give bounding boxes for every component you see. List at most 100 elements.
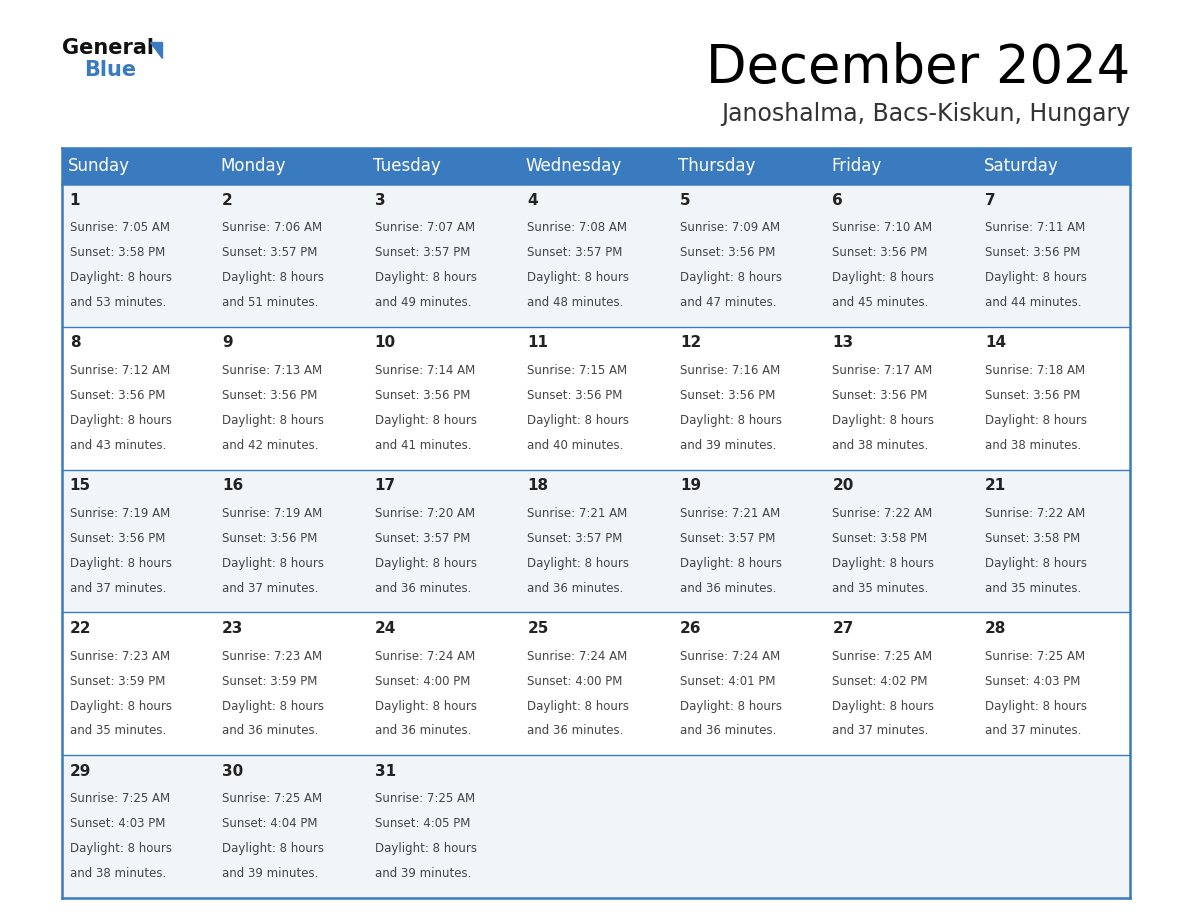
Text: Daylight: 8 hours: Daylight: 8 hours: [70, 271, 171, 284]
Text: 7: 7: [985, 193, 996, 207]
Text: Sunrise: 7:22 AM: Sunrise: 7:22 AM: [985, 507, 1086, 520]
Text: 24: 24: [374, 621, 396, 636]
Text: and 39 minutes.: and 39 minutes.: [222, 868, 318, 880]
Text: 19: 19: [680, 478, 701, 493]
Text: Daylight: 8 hours: Daylight: 8 hours: [527, 700, 630, 712]
Text: and 36 minutes.: and 36 minutes.: [374, 582, 472, 595]
Text: 17: 17: [374, 478, 396, 493]
Text: Daylight: 8 hours: Daylight: 8 hours: [527, 271, 630, 284]
Text: 11: 11: [527, 335, 549, 351]
Text: Daylight: 8 hours: Daylight: 8 hours: [833, 556, 935, 570]
Bar: [62, 756, 1130, 898]
Text: Sunrise: 7:24 AM: Sunrise: 7:24 AM: [527, 650, 627, 663]
Text: Janoshalma, Bacs-Kiskun, Hungary: Janoshalma, Bacs-Kiskun, Hungary: [721, 102, 1130, 126]
Text: Daylight: 8 hours: Daylight: 8 hours: [985, 556, 1087, 570]
Text: Sunset: 3:56 PM: Sunset: 3:56 PM: [833, 389, 928, 402]
Text: 23: 23: [222, 621, 244, 636]
Text: Sunset: 3:57 PM: Sunset: 3:57 PM: [680, 532, 776, 544]
Text: Sunrise: 7:13 AM: Sunrise: 7:13 AM: [222, 364, 322, 377]
Text: Sunset: 3:58 PM: Sunset: 3:58 PM: [985, 532, 1080, 544]
Text: Daylight: 8 hours: Daylight: 8 hours: [680, 556, 782, 570]
Text: Sunrise: 7:17 AM: Sunrise: 7:17 AM: [833, 364, 933, 377]
Text: Sunset: 4:03 PM: Sunset: 4:03 PM: [70, 817, 165, 830]
Text: and 41 minutes.: and 41 minutes.: [374, 439, 472, 452]
Text: and 37 minutes.: and 37 minutes.: [833, 724, 929, 737]
Bar: [62, 612, 1130, 756]
Text: Sunset: 3:56 PM: Sunset: 3:56 PM: [222, 389, 317, 402]
Text: 4: 4: [527, 193, 538, 207]
Text: Daylight: 8 hours: Daylight: 8 hours: [680, 414, 782, 427]
Text: and 37 minutes.: and 37 minutes.: [222, 582, 318, 595]
Text: 26: 26: [680, 621, 701, 636]
Text: Sunset: 3:57 PM: Sunset: 3:57 PM: [374, 532, 470, 544]
Text: and 38 minutes.: and 38 minutes.: [833, 439, 929, 452]
Text: and 39 minutes.: and 39 minutes.: [680, 439, 776, 452]
Text: and 47 minutes.: and 47 minutes.: [680, 297, 777, 309]
Text: Sunset: 3:58 PM: Sunset: 3:58 PM: [70, 246, 165, 259]
Text: and 35 minutes.: and 35 minutes.: [70, 724, 166, 737]
Text: December 2024: December 2024: [706, 42, 1130, 94]
Text: Sunrise: 7:21 AM: Sunrise: 7:21 AM: [527, 507, 627, 520]
Text: Sunrise: 7:09 AM: Sunrise: 7:09 AM: [680, 221, 781, 234]
Text: Sunset: 3:56 PM: Sunset: 3:56 PM: [680, 246, 776, 259]
Text: Daylight: 8 hours: Daylight: 8 hours: [70, 700, 171, 712]
Text: Sunrise: 7:11 AM: Sunrise: 7:11 AM: [985, 221, 1086, 234]
Text: and 40 minutes.: and 40 minutes.: [527, 439, 624, 452]
Text: Sunset: 4:05 PM: Sunset: 4:05 PM: [374, 817, 470, 830]
Text: 2: 2: [222, 193, 233, 207]
Text: 15: 15: [70, 478, 90, 493]
Text: and 44 minutes.: and 44 minutes.: [985, 297, 1081, 309]
Text: Sunset: 3:56 PM: Sunset: 3:56 PM: [70, 532, 165, 544]
Text: Sunset: 3:56 PM: Sunset: 3:56 PM: [680, 389, 776, 402]
Text: Sunrise: 7:25 AM: Sunrise: 7:25 AM: [374, 792, 475, 805]
Text: Sunset: 3:56 PM: Sunset: 3:56 PM: [374, 389, 470, 402]
Text: 31: 31: [374, 764, 396, 778]
Text: and 42 minutes.: and 42 minutes.: [222, 439, 318, 452]
Text: Sunrise: 7:18 AM: Sunrise: 7:18 AM: [985, 364, 1085, 377]
Bar: [62, 148, 1130, 184]
Text: Daylight: 8 hours: Daylight: 8 hours: [222, 700, 324, 712]
Text: Friday: Friday: [830, 157, 881, 175]
Text: Sunset: 3:56 PM: Sunset: 3:56 PM: [527, 389, 623, 402]
Text: Thursday: Thursday: [678, 157, 756, 175]
Text: Daylight: 8 hours: Daylight: 8 hours: [527, 414, 630, 427]
Text: 16: 16: [222, 478, 244, 493]
Text: Sunrise: 7:23 AM: Sunrise: 7:23 AM: [222, 650, 322, 663]
Text: Daylight: 8 hours: Daylight: 8 hours: [374, 700, 476, 712]
Text: 21: 21: [985, 478, 1006, 493]
Text: Sunrise: 7:22 AM: Sunrise: 7:22 AM: [833, 507, 933, 520]
Text: and 35 minutes.: and 35 minutes.: [833, 582, 929, 595]
Text: and 36 minutes.: and 36 minutes.: [680, 582, 776, 595]
Text: 25: 25: [527, 621, 549, 636]
Text: Sunrise: 7:10 AM: Sunrise: 7:10 AM: [833, 221, 933, 234]
Text: and 36 minutes.: and 36 minutes.: [680, 724, 776, 737]
Text: 6: 6: [833, 193, 843, 207]
Text: Sunrise: 7:19 AM: Sunrise: 7:19 AM: [222, 507, 322, 520]
Text: Daylight: 8 hours: Daylight: 8 hours: [985, 271, 1087, 284]
Text: 29: 29: [70, 764, 91, 778]
Text: Sunrise: 7:16 AM: Sunrise: 7:16 AM: [680, 364, 781, 377]
Text: Sunrise: 7:20 AM: Sunrise: 7:20 AM: [374, 507, 475, 520]
Text: Sunset: 4:00 PM: Sunset: 4:00 PM: [527, 675, 623, 688]
Text: and 36 minutes.: and 36 minutes.: [527, 582, 624, 595]
Text: Sunset: 4:02 PM: Sunset: 4:02 PM: [833, 675, 928, 688]
Text: Sunrise: 7:12 AM: Sunrise: 7:12 AM: [70, 364, 170, 377]
Text: Daylight: 8 hours: Daylight: 8 hours: [985, 414, 1087, 427]
Bar: [62, 184, 1130, 327]
Text: Sunset: 4:04 PM: Sunset: 4:04 PM: [222, 817, 317, 830]
Polygon shape: [150, 42, 162, 58]
Text: Daylight: 8 hours: Daylight: 8 hours: [680, 271, 782, 284]
Text: 9: 9: [222, 335, 233, 351]
Text: Sunset: 3:57 PM: Sunset: 3:57 PM: [527, 246, 623, 259]
Text: Sunset: 4:03 PM: Sunset: 4:03 PM: [985, 675, 1080, 688]
Text: and 49 minutes.: and 49 minutes.: [374, 297, 472, 309]
Text: Daylight: 8 hours: Daylight: 8 hours: [833, 700, 935, 712]
Text: 1: 1: [70, 193, 80, 207]
Text: Daylight: 8 hours: Daylight: 8 hours: [70, 414, 171, 427]
Text: and 35 minutes.: and 35 minutes.: [985, 582, 1081, 595]
Text: Sunset: 3:56 PM: Sunset: 3:56 PM: [985, 246, 1080, 259]
Text: Sunrise: 7:14 AM: Sunrise: 7:14 AM: [374, 364, 475, 377]
Text: Sunrise: 7:06 AM: Sunrise: 7:06 AM: [222, 221, 322, 234]
Text: Sunday: Sunday: [68, 157, 131, 175]
Text: and 38 minutes.: and 38 minutes.: [70, 868, 166, 880]
